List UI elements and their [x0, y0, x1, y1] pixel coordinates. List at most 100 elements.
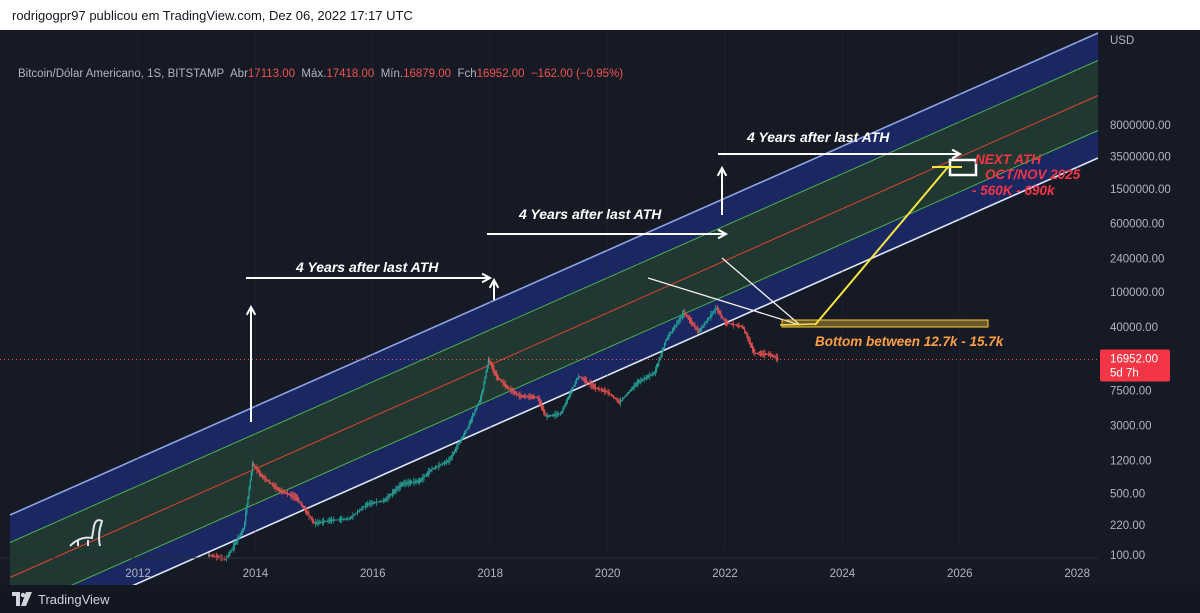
candle-body [563, 406, 565, 409]
candle-body [595, 387, 597, 388]
candle-body [317, 522, 319, 524]
candle-body [345, 518, 347, 520]
y-tick-label: 220.00 [1110, 520, 1145, 532]
candle-body [344, 518, 346, 520]
candle-body [228, 554, 230, 557]
x-tick-label: 2020 [595, 568, 621, 580]
arrow-right-2014-2018-head [481, 272, 493, 284]
candle-body [700, 329, 702, 331]
candle-body [544, 411, 546, 414]
candle-body [217, 557, 220, 558]
candle-body [406, 482, 408, 484]
candle-body [348, 518, 351, 520]
candle-body [605, 391, 607, 392]
candle-body [337, 519, 339, 521]
candle-body [608, 392, 610, 394]
candle-body [210, 555, 212, 557]
candle-body [572, 387, 574, 390]
x-tick-label: 2024 [830, 568, 856, 580]
candle-body [474, 410, 476, 414]
price-chart[interactable]: 4 Years after last ATH 4 Years after last… [0, 30, 1200, 613]
candle-body [545, 413, 547, 417]
candle-body [596, 387, 598, 389]
candle-body [231, 548, 233, 551]
candle-body [301, 504, 303, 506]
candle-body [452, 452, 454, 455]
candle-body [617, 400, 619, 402]
change-value: −162.00 (−0.95%) [530, 68, 624, 80]
candle-body [408, 482, 410, 484]
chart-area[interactable]: Bitcoin/Dólar Americano, 1S, BITSTAMP Ab… [0, 30, 1200, 613]
candle-body [704, 322, 706, 325]
candle-body [719, 311, 721, 314]
candle-body [208, 555, 211, 556]
candle-body [737, 325, 739, 327]
high-value: 17418.00 [326, 68, 375, 80]
x-tick-label: 2014 [243, 568, 269, 580]
candle-body [601, 389, 604, 391]
candle-body [636, 382, 639, 384]
candle-body [554, 414, 556, 416]
candle-body [382, 500, 385, 502]
y-tick-label: 1500000.00 [1110, 184, 1171, 196]
candle-body [750, 344, 753, 347]
candle-body [391, 492, 394, 494]
candle-body [274, 486, 276, 487]
grid [137, 30, 1078, 550]
candle-body [259, 473, 261, 475]
candle-body [354, 513, 356, 515]
tradingview-logo-icon [12, 592, 32, 606]
candle-body [520, 396, 522, 397]
candle-body [339, 519, 342, 521]
candle-body [215, 556, 217, 558]
candle-body [692, 322, 694, 325]
candle-body [281, 490, 283, 492]
channel-green-lower [9, 130, 1099, 613]
dino-shape [69, 519, 104, 547]
price-axis-bg [1098, 30, 1200, 585]
candle-body [616, 399, 618, 401]
candle-body [527, 396, 529, 398]
bottom-zone-box [781, 319, 989, 328]
publisher-line: rodrigogpr97 publicou em TradingView.com… [12, 7, 413, 23]
candle-body [276, 487, 278, 489]
candle-body [423, 476, 425, 478]
candle-body [291, 495, 293, 497]
candle-body [342, 519, 344, 520]
low-label: Mín. [380, 68, 404, 80]
candle-body [243, 521, 246, 529]
candle-body [775, 357, 777, 359]
y-tick-label: 1200.00 [1110, 455, 1152, 467]
candle-body [292, 495, 294, 497]
candle-body [252, 463, 255, 466]
candle-body [399, 485, 401, 487]
candle-body [214, 556, 216, 558]
candle-body [255, 466, 257, 469]
candle-body [599, 389, 601, 390]
candle-body [242, 528, 245, 531]
last-price-badge [1100, 349, 1170, 382]
axes: USD 8000000.00 3500000.00 1500000.00 600000.… [0, 30, 1200, 585]
candle-body [759, 353, 762, 355]
candle-body [413, 481, 415, 483]
y-tick-label: 100000.00 [1110, 287, 1164, 299]
candle-body [663, 344, 666, 348]
candle-body [362, 507, 364, 509]
candle-body [689, 319, 692, 322]
candle-body [591, 384, 593, 386]
candle-body [732, 324, 734, 325]
candle-body [225, 558, 228, 560]
candle-body [655, 366, 658, 371]
candle-body [299, 500, 301, 503]
candle-body [738, 325, 740, 327]
candle-body [598, 388, 600, 390]
candle-body [560, 413, 562, 415]
candle-body [333, 519, 335, 521]
candle-body [640, 380, 642, 382]
candle-body [346, 518, 348, 520]
candle-body [263, 476, 265, 478]
candle-body [433, 467, 435, 469]
candle-body [535, 397, 537, 398]
candle-body [558, 413, 561, 415]
candle-body [378, 501, 380, 503]
